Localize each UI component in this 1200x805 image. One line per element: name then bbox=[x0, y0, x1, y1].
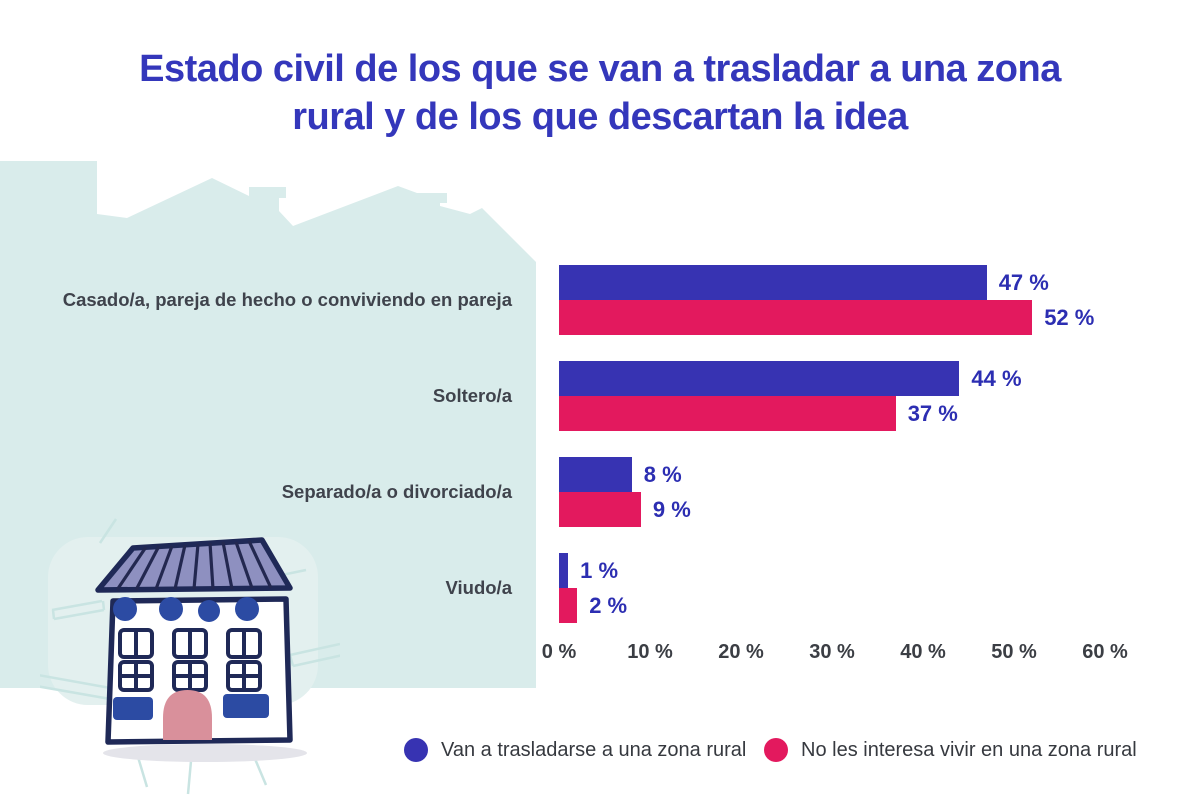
legend-item-not-interested: No les interesa vivir en una zona rural bbox=[764, 736, 1137, 764]
house-windows-row1 bbox=[118, 628, 262, 659]
bar-pink bbox=[559, 396, 896, 431]
value-label: 2 % bbox=[589, 593, 628, 618]
bar-blue bbox=[559, 553, 569, 588]
legend-dot-pink-icon bbox=[764, 738, 788, 762]
bar-pink bbox=[559, 492, 641, 527]
x-axis-tick: 10 % bbox=[627, 641, 673, 663]
house-illustration bbox=[40, 518, 340, 795]
value-label: 52 % bbox=[1044, 305, 1095, 330]
value-label: 44 % bbox=[971, 366, 1022, 391]
bar-blue bbox=[559, 361, 960, 396]
value-label: 9 % bbox=[652, 497, 691, 522]
x-axis-tick: 30 % bbox=[809, 641, 855, 663]
category-label: Viudo/a bbox=[445, 577, 512, 598]
x-axis-tick: 0 % bbox=[541, 641, 577, 663]
chart-legend: Van a trasladarse a una zona rural No le… bbox=[0, 736, 1200, 766]
bar-pink bbox=[559, 588, 578, 623]
x-axis-tick: 60 % bbox=[1082, 641, 1128, 663]
value-label: 37 % bbox=[907, 401, 958, 426]
x-axis-tick: 40 % bbox=[900, 641, 946, 663]
bar-blue bbox=[559, 265, 987, 300]
legend-label: No les interesa vivir en una zona rural bbox=[801, 738, 1137, 761]
legend-dot-blue-icon bbox=[404, 738, 428, 762]
house-door bbox=[163, 690, 212, 740]
page-title: Estado civil de los que se van a traslad… bbox=[139, 48, 1061, 138]
title-bar: Estado civil de los que se van a traslad… bbox=[0, 46, 1200, 142]
value-label: 8 % bbox=[643, 462, 682, 487]
category-label: Casado/a, pareja de hecho o conviviendo … bbox=[62, 289, 512, 310]
bar-pink bbox=[559, 300, 1033, 335]
x-axis-tick: 50 % bbox=[991, 641, 1037, 663]
x-axis-tick: 20 % bbox=[718, 641, 764, 663]
house-shadow bbox=[103, 744, 307, 762]
category-label: Separado/a o divorciado/a bbox=[281, 481, 512, 502]
bar-blue bbox=[559, 457, 632, 492]
house-windows-row2 bbox=[118, 660, 262, 692]
category-label: Soltero/a bbox=[432, 385, 512, 406]
value-label: 1 % bbox=[580, 558, 619, 583]
house-roof bbox=[95, 537, 293, 593]
legend-item-move-rural: Van a trasladarse a una zona rural bbox=[404, 736, 746, 764]
house-blue-windows bbox=[113, 694, 269, 720]
legend-label: Van a trasladarse a una zona rural bbox=[441, 738, 747, 761]
value-label: 47 % bbox=[998, 270, 1049, 295]
house-round-windows bbox=[113, 597, 259, 622]
